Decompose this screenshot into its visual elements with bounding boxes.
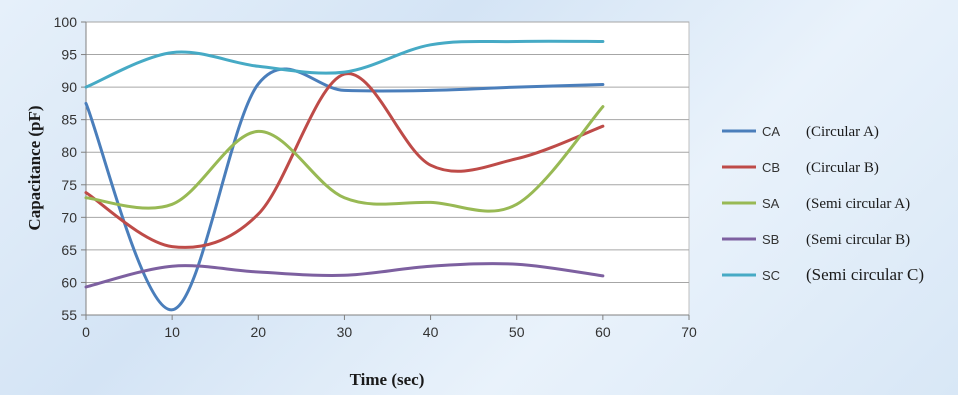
series-line-sa <box>84 105 605 213</box>
x-tick-label: 60 <box>595 324 611 340</box>
legend-description-sb: (Semi circular B) <box>806 232 910 248</box>
x-tick-label: 10 <box>164 324 180 340</box>
legend-label-sc: SC <box>762 268 780 283</box>
x-tick-label: 50 <box>509 324 525 340</box>
legend-label-sa: SA <box>762 196 780 211</box>
y-tick-label: 85 <box>61 112 77 128</box>
series-line-sc <box>84 39 605 89</box>
y-tick-label: 90 <box>61 79 77 95</box>
legend-description-ca: (Circular A) <box>806 124 879 140</box>
legend-label-cb: CB <box>762 160 780 175</box>
axes <box>81 21 690 320</box>
x-tick-label: 40 <box>423 324 439 340</box>
y-axis-title: Capacitance (pF) <box>25 105 44 230</box>
legend-description-sc: (Semi circular C) <box>806 265 924 284</box>
y-tick-label: 65 <box>61 242 77 258</box>
legend-description-sa: (Semi circular A) <box>806 196 910 212</box>
series-lines <box>84 39 605 312</box>
y-tick-label: 80 <box>61 144 77 160</box>
series-line-sb <box>84 262 605 289</box>
legend: CA (Circular A) CB (Circular B) SA (Semi circ… <box>722 124 924 284</box>
x-tick-label: 0 <box>82 324 90 340</box>
legend-label-ca: CA <box>762 124 780 139</box>
y-tick-label: 70 <box>61 209 77 225</box>
y-tick-label: 75 <box>61 177 77 193</box>
x-tick-label: 70 <box>681 324 697 340</box>
y-tick-label: 95 <box>61 47 77 63</box>
x-tick-label: 20 <box>250 324 266 340</box>
tick-labels: 55 60 65 70 75 80 85 90 95 100 0 10 20 30 40 50 60 70 <box>54 14 697 340</box>
x-axis-title: Time (sec) <box>350 370 425 389</box>
y-tick-label: 55 <box>61 307 77 323</box>
y-tick-label: 60 <box>61 274 77 290</box>
legend-description-cb: (Circular B) <box>806 160 879 176</box>
series-line-cb <box>84 72 605 249</box>
x-tick-label: 30 <box>337 324 353 340</box>
y-tick-label: 100 <box>54 14 78 30</box>
legend-label-sb: SB <box>762 232 779 247</box>
